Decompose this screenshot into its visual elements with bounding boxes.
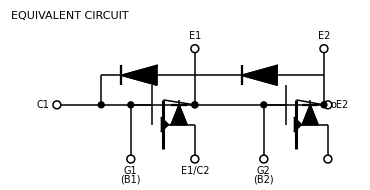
- Text: E1: E1: [189, 31, 201, 41]
- Circle shape: [98, 102, 104, 108]
- Text: (B2): (B2): [253, 175, 274, 185]
- Circle shape: [324, 155, 332, 163]
- Circle shape: [260, 155, 268, 163]
- Circle shape: [261, 102, 267, 108]
- Circle shape: [320, 45, 328, 53]
- Circle shape: [191, 155, 199, 163]
- Circle shape: [324, 101, 332, 109]
- Text: oE2: oE2: [331, 100, 349, 110]
- Circle shape: [191, 45, 199, 53]
- Polygon shape: [295, 118, 301, 131]
- Circle shape: [192, 102, 198, 108]
- Text: E1/C2: E1/C2: [181, 166, 209, 176]
- Polygon shape: [171, 105, 187, 125]
- Polygon shape: [121, 65, 157, 85]
- Circle shape: [53, 101, 61, 109]
- Polygon shape: [242, 65, 277, 85]
- Circle shape: [321, 102, 327, 108]
- Text: (B1): (B1): [121, 175, 141, 185]
- Text: C1: C1: [36, 100, 49, 110]
- Polygon shape: [302, 105, 318, 125]
- Text: EQUIVALENT CIRCUIT: EQUIVALENT CIRCUIT: [11, 11, 128, 21]
- Text: G1: G1: [124, 166, 138, 176]
- Circle shape: [128, 102, 134, 108]
- Text: G2: G2: [257, 166, 271, 176]
- Circle shape: [127, 155, 135, 163]
- Polygon shape: [161, 118, 168, 131]
- Text: E2: E2: [318, 31, 330, 41]
- Circle shape: [192, 102, 198, 108]
